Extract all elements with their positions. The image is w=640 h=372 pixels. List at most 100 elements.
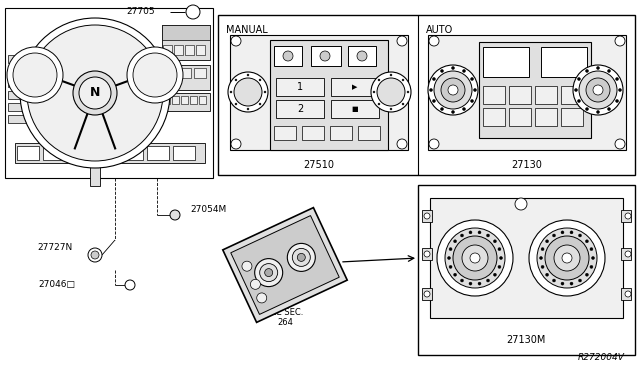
Circle shape: [235, 79, 237, 81]
Text: AUTO: AUTO: [426, 25, 453, 35]
Circle shape: [552, 279, 556, 282]
Bar: [509, 86, 531, 104]
Bar: [181, 96, 188, 104]
Circle shape: [470, 77, 474, 80]
Text: 1: 1: [297, 82, 303, 92]
Circle shape: [545, 273, 548, 276]
Circle shape: [397, 139, 407, 149]
Circle shape: [478, 231, 481, 234]
Circle shape: [88, 248, 102, 262]
Circle shape: [545, 236, 589, 280]
Bar: [185, 45, 194, 55]
Bar: [422, 288, 432, 300]
Circle shape: [407, 91, 409, 93]
Polygon shape: [223, 208, 348, 323]
Circle shape: [590, 248, 593, 251]
Text: 27046□: 27046□: [38, 280, 75, 289]
Circle shape: [357, 51, 367, 61]
Circle shape: [79, 77, 111, 109]
Circle shape: [434, 71, 472, 109]
Circle shape: [454, 240, 456, 243]
Circle shape: [231, 36, 241, 46]
Circle shape: [470, 99, 474, 103]
Bar: [276, 100, 324, 118]
Bar: [163, 96, 170, 104]
Bar: [541, 47, 587, 77]
Circle shape: [402, 103, 404, 105]
Circle shape: [541, 265, 544, 268]
Circle shape: [515, 198, 527, 210]
Text: SEE SEC.
264: SEE SEC. 264: [266, 308, 304, 327]
Circle shape: [453, 236, 497, 280]
Bar: [8, 79, 26, 87]
Circle shape: [540, 257, 543, 260]
Bar: [179, 68, 191, 78]
Circle shape: [437, 220, 513, 296]
Bar: [173, 146, 195, 160]
Circle shape: [247, 74, 249, 76]
Bar: [172, 96, 179, 104]
Circle shape: [486, 234, 490, 237]
Bar: [196, 45, 205, 55]
Bar: [422, 210, 432, 222]
Circle shape: [554, 245, 580, 271]
Circle shape: [170, 210, 180, 220]
Circle shape: [424, 291, 430, 297]
Circle shape: [552, 234, 556, 237]
Circle shape: [586, 70, 589, 73]
Circle shape: [616, 99, 618, 103]
Bar: [517, 201, 525, 207]
Text: ■: ■: [352, 106, 358, 112]
Circle shape: [441, 78, 465, 102]
Circle shape: [255, 259, 283, 286]
Circle shape: [478, 282, 481, 285]
Circle shape: [230, 91, 232, 93]
Bar: [162, 93, 210, 111]
Circle shape: [429, 139, 439, 149]
Circle shape: [449, 265, 452, 268]
Bar: [483, 108, 505, 126]
Bar: [174, 45, 183, 55]
Text: 27510: 27510: [303, 160, 335, 170]
Bar: [162, 25, 210, 40]
Circle shape: [493, 240, 497, 243]
Bar: [162, 65, 210, 90]
Circle shape: [607, 108, 611, 110]
Circle shape: [390, 108, 392, 110]
Bar: [90, 161, 100, 186]
Circle shape: [429, 89, 433, 92]
Bar: [270, 40, 388, 150]
Circle shape: [607, 70, 611, 73]
Bar: [164, 68, 176, 78]
Bar: [194, 68, 206, 78]
Circle shape: [541, 248, 544, 251]
Circle shape: [373, 91, 375, 93]
Circle shape: [474, 89, 477, 92]
Circle shape: [577, 99, 580, 103]
Bar: [276, 78, 324, 96]
Bar: [218, 15, 635, 175]
Text: 27727N: 27727N: [38, 244, 73, 253]
Text: 27705: 27705: [126, 7, 155, 16]
Circle shape: [73, 71, 117, 115]
Circle shape: [579, 71, 617, 109]
Bar: [358, 126, 380, 140]
Text: N: N: [90, 87, 100, 99]
Circle shape: [402, 79, 404, 81]
Circle shape: [469, 282, 472, 285]
Circle shape: [586, 240, 588, 243]
Circle shape: [461, 234, 463, 237]
Circle shape: [371, 72, 411, 112]
Text: R272004V: R272004V: [578, 353, 625, 362]
Bar: [430, 198, 623, 318]
Circle shape: [596, 67, 600, 70]
Circle shape: [235, 103, 237, 105]
Circle shape: [260, 264, 278, 282]
Circle shape: [591, 257, 595, 260]
Bar: [15, 143, 205, 163]
Circle shape: [451, 110, 454, 113]
Bar: [509, 108, 531, 126]
Circle shape: [615, 36, 625, 46]
Circle shape: [447, 257, 451, 260]
Circle shape: [429, 36, 439, 46]
